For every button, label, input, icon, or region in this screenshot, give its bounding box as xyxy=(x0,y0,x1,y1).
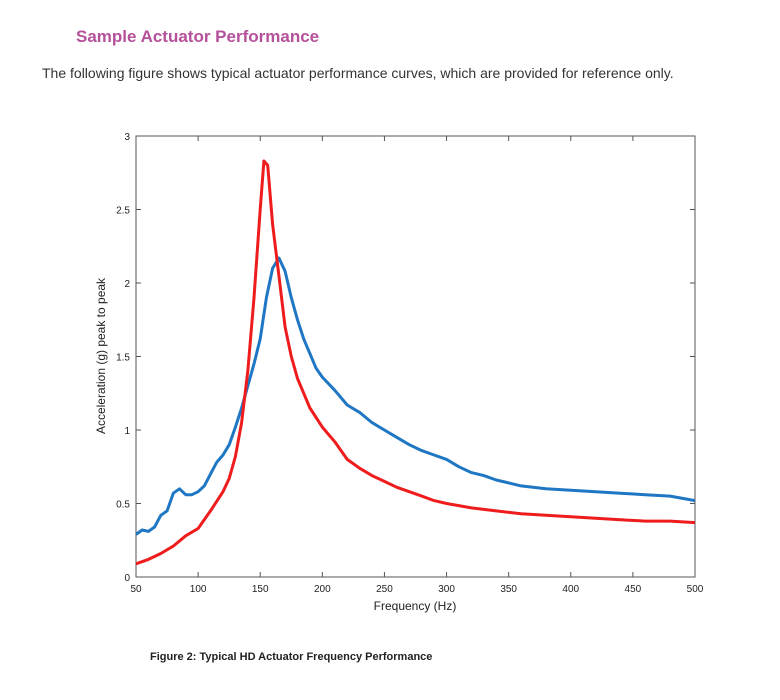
series-line-red xyxy=(135,159,696,566)
figure-caption: Figure 2: Typical HD Actuator Frequency … xyxy=(150,651,433,663)
y-tick-label: 1.5 xyxy=(116,353,130,364)
x-tick-label: 500 xyxy=(687,584,704,595)
y-tick-label: 0.5 xyxy=(116,500,130,511)
y-tick-label: 3 xyxy=(124,132,130,143)
x-axis-label: Frequency (Hz) xyxy=(374,599,457,613)
y-tick-label: 2 xyxy=(124,279,130,290)
y-tick-label: 1 xyxy=(124,426,130,437)
plot-frame xyxy=(135,135,696,578)
x-tick-label: 50 xyxy=(130,584,142,595)
x-tick-label: 250 xyxy=(376,584,393,595)
series-line-blue xyxy=(135,256,696,536)
intro-paragraph: The following figure shows typical actua… xyxy=(42,65,674,81)
y-axis-label: Acceleration (g) peak to peak xyxy=(94,277,108,434)
y-tick-label: 0 xyxy=(124,573,130,584)
x-tick-label: 450 xyxy=(625,584,642,595)
y-tick-label: 2.5 xyxy=(116,206,130,217)
x-tick-label: 100 xyxy=(190,584,207,595)
x-tick-label: 150 xyxy=(252,584,269,595)
section-heading: Sample Actuator Performance xyxy=(76,27,320,46)
x-tick-label: 300 xyxy=(438,584,455,595)
x-tick-label: 350 xyxy=(500,584,517,595)
x-tick-label: 400 xyxy=(562,584,579,595)
x-tick-label: 200 xyxy=(314,584,331,595)
